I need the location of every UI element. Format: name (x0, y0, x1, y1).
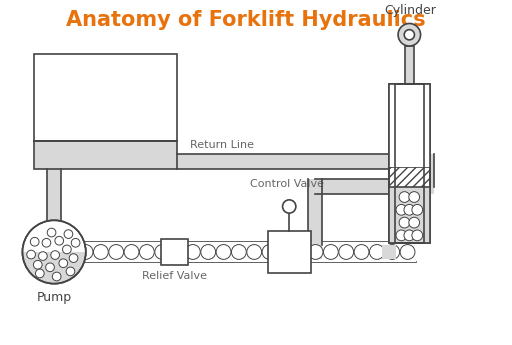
Circle shape (64, 230, 73, 238)
Circle shape (409, 217, 419, 228)
Circle shape (71, 238, 80, 247)
Circle shape (399, 217, 410, 228)
Bar (315, 179, 427, 194)
Bar (404, 46, 414, 84)
Wedge shape (23, 252, 86, 284)
Text: Anatomy of Forklift Hydraulics: Anatomy of Forklift Hydraulics (66, 10, 425, 30)
Bar (389, 187, 430, 243)
Bar (177, 154, 427, 169)
Bar (389, 167, 430, 187)
Text: Tank: Tank (73, 86, 103, 99)
Circle shape (38, 252, 47, 260)
Circle shape (63, 245, 78, 259)
Text: Relief Valve: Relief Valve (142, 272, 207, 282)
Circle shape (278, 245, 292, 259)
Circle shape (396, 205, 407, 215)
Bar (47, 169, 61, 245)
Circle shape (48, 245, 62, 259)
Circle shape (185, 245, 200, 259)
Circle shape (66, 267, 75, 276)
Circle shape (354, 245, 369, 259)
Circle shape (404, 30, 414, 40)
Text: Pump: Pump (36, 291, 72, 304)
Bar (420, 179, 434, 194)
Circle shape (400, 245, 415, 259)
Circle shape (62, 245, 71, 254)
Circle shape (51, 251, 59, 259)
Circle shape (308, 245, 323, 259)
Circle shape (27, 250, 35, 259)
Text: Control Valve: Control Valve (250, 179, 324, 189)
Circle shape (139, 245, 154, 259)
Circle shape (46, 263, 54, 272)
Circle shape (94, 245, 109, 259)
Circle shape (155, 245, 169, 259)
Circle shape (47, 228, 56, 237)
Circle shape (283, 200, 296, 213)
Bar (161, 239, 187, 265)
Bar (267, 231, 311, 273)
Circle shape (398, 23, 420, 46)
Bar (382, 245, 396, 259)
Circle shape (399, 192, 410, 203)
Circle shape (404, 230, 415, 241)
Circle shape (293, 245, 308, 259)
Bar (34, 140, 177, 169)
Bar (395, 84, 423, 243)
Circle shape (69, 254, 78, 263)
Circle shape (231, 245, 246, 259)
Circle shape (33, 260, 42, 269)
Circle shape (404, 205, 415, 215)
Bar (308, 238, 322, 259)
Bar (389, 84, 430, 243)
Circle shape (30, 237, 39, 246)
Circle shape (412, 205, 422, 215)
Circle shape (324, 245, 338, 259)
Circle shape (124, 245, 139, 259)
Bar (169, 154, 184, 169)
Bar (34, 54, 177, 140)
Circle shape (42, 238, 51, 247)
Circle shape (409, 192, 419, 203)
Circle shape (262, 245, 277, 259)
Circle shape (247, 245, 262, 259)
Circle shape (370, 245, 385, 259)
Circle shape (59, 259, 68, 268)
Circle shape (109, 245, 123, 259)
Circle shape (201, 245, 216, 259)
Circle shape (170, 245, 185, 259)
Circle shape (52, 272, 61, 281)
Circle shape (385, 245, 400, 259)
Circle shape (35, 269, 44, 278)
Wedge shape (23, 220, 86, 252)
Bar (47, 242, 416, 262)
Text: Cylinder: Cylinder (385, 4, 436, 17)
Circle shape (339, 245, 354, 259)
Text: Return Line: Return Line (189, 140, 253, 150)
Circle shape (78, 245, 93, 259)
Circle shape (396, 230, 407, 241)
Circle shape (55, 236, 63, 245)
Bar (308, 179, 322, 245)
Bar (389, 84, 430, 243)
Bar (389, 84, 430, 167)
Bar (420, 154, 434, 187)
Bar (47, 245, 61, 259)
Circle shape (216, 245, 231, 259)
Circle shape (412, 230, 422, 241)
Bar (395, 84, 423, 243)
